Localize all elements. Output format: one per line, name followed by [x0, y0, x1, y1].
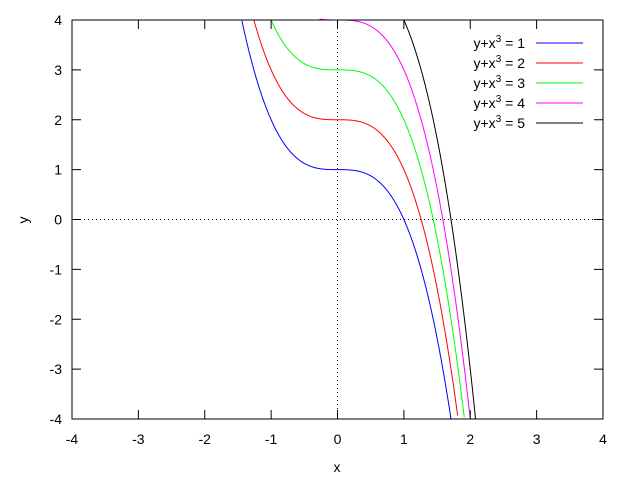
zero-axis-lines [72, 20, 603, 419]
y-tick-label: -3 [50, 361, 63, 377]
x-axis-label: x [334, 459, 341, 475]
series-line [241, 20, 452, 420]
y-axis-label: y [15, 217, 31, 224]
y-tick-label: 3 [54, 62, 62, 78]
tick-labels: -4 -3 -2 -1 0 1 2 3 4 -4 -3 -2 -1 0 1 2 3 4 [50, 12, 608, 447]
series-line [253, 19, 459, 416]
y-tick-label: 1 [54, 162, 62, 178]
x-tick-label: 1 [400, 431, 408, 447]
y-tick-label: 2 [54, 112, 62, 128]
legend-label: y+x3 = 3 [474, 74, 526, 91]
legend-label: y+x3 = 4 [474, 94, 526, 111]
legend: y+x3 = 1 y+x3 = 2 y+x3 = 3 y+x3 = 4 y+x3 = 5 [474, 34, 583, 131]
x-tick-label: -3 [132, 431, 145, 447]
y-tick-label: 4 [54, 12, 62, 28]
legend-label: y+x3 = 1 [474, 34, 526, 51]
series-line [319, 18, 471, 420]
x-tick-label: -1 [265, 431, 278, 447]
series-line [403, 19, 477, 420]
curves [241, 18, 477, 420]
legend-label: y+x3 = 5 [474, 114, 526, 131]
x-tick-label: 4 [599, 431, 607, 447]
x-tick-label: 3 [533, 431, 541, 447]
x-tick-label: 2 [466, 431, 474, 447]
y-tick-label: -4 [50, 411, 63, 427]
series-line [270, 19, 465, 418]
legend-label: y+x3 = 2 [474, 54, 526, 71]
x-tick-label: 0 [334, 431, 342, 447]
x-tick-label: -2 [199, 431, 212, 447]
axis-ticks [71, 19, 604, 420]
y-tick-label: 0 [54, 212, 62, 228]
y-tick-label: -2 [50, 311, 63, 327]
x-tick-label: -4 [66, 431, 79, 447]
y-tick-label: -1 [50, 261, 63, 277]
